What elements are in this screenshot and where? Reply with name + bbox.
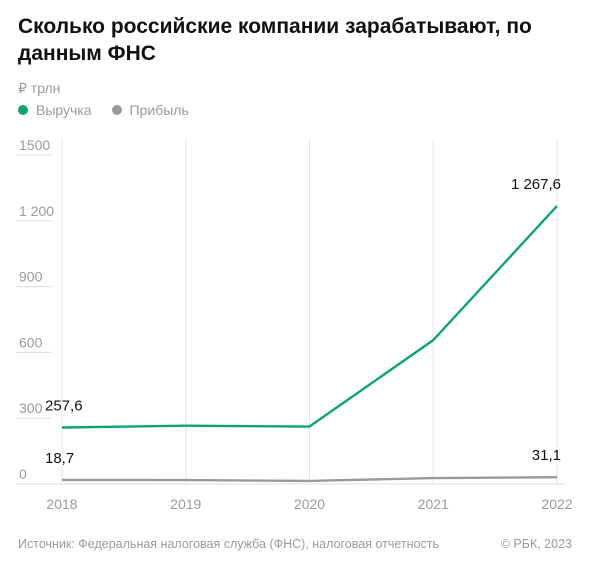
x-tick-label-2019: 2019 <box>170 496 201 512</box>
y-tick-label-900: 900 <box>19 269 43 285</box>
x-tick-label-2018: 2018 <box>46 496 77 512</box>
data-label-revenue-2018: 257,6 <box>45 397 83 414</box>
y-tick-label-1500: 1500 <box>19 137 50 153</box>
y-tick-label-0: 0 <box>19 466 27 482</box>
legend-swatch-profit <box>111 105 122 115</box>
y-tick-label-1200: 1 200 <box>19 203 54 219</box>
legend-label-revenue: Выручка <box>36 102 92 118</box>
y-tick-label-600: 600 <box>19 334 43 350</box>
line-chart: 0 300 600 900 1 200 1500 2018 2019 2020 2021 2022 2… <box>16 137 573 512</box>
series-line-revenue <box>61 205 558 429</box>
legend-label-profit: Прибыль <box>129 102 189 118</box>
x-tick-label-2020: 2020 <box>294 496 325 512</box>
legend-item-profit: Прибыль <box>111 102 189 118</box>
source-note: Источник: Федеральная налоговая служба (… <box>18 537 439 551</box>
series-line-profit <box>61 475 558 483</box>
data-label-profit-2018: 18,7 <box>45 450 74 467</box>
legend-item-revenue: Выручка <box>18 102 92 118</box>
x-tick-label-2022: 2022 <box>541 496 572 512</box>
data-label-revenue-2022: 1 267,6 <box>511 176 561 193</box>
legend: Выручка Прибыль <box>18 102 209 118</box>
x-tick-label-2021: 2021 <box>418 496 449 512</box>
data-label-profit-2022: 31,1 <box>532 447 561 464</box>
y-tick-label-300: 300 <box>19 400 43 416</box>
legend-swatch-revenue <box>18 105 28 115</box>
credit-note: © РБК, 2023 <box>500 537 572 551</box>
chart-title: Сколько российские компании зарабатывают… <box>18 15 532 65</box>
unit-label: ₽ трлн <box>18 80 61 96</box>
